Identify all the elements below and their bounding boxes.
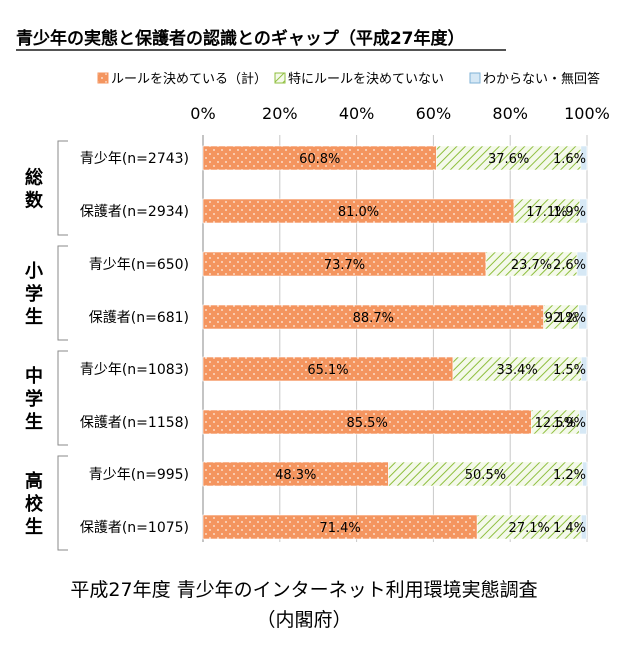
data-label-7-3: 1.2% [553, 468, 586, 483]
data-label-6-2: 12.5% [535, 416, 576, 431]
bar-segment-2-2 [513, 198, 581, 224]
source-caption-line-2: （内閣府） [256, 609, 351, 631]
legend-swatch-2 [274, 72, 286, 84]
bar-segment-4-3 [578, 304, 588, 330]
data-label-2-2: 17.1% [526, 205, 567, 220]
row-label-1: 青少年(n=2743) [80, 151, 189, 167]
legend-label-2: 特にルールを決めていない [288, 72, 444, 87]
data-label-3-2: 23.7% [511, 258, 552, 273]
row-label-3: 青少年(n=650) [89, 257, 189, 273]
bar-segment-3-2 [485, 251, 578, 277]
legend-label-1: ルールを決めている（計） [111, 71, 267, 87]
row-label-4: 保護者(n=681) [89, 310, 189, 326]
group-label-4: 高校生 [25, 470, 44, 538]
data-label-3-3: 2.6% [553, 258, 586, 273]
data-label-8-2: 27.1% [509, 521, 550, 536]
data-label-8-3: 1.4% [553, 521, 586, 536]
data-label-3-1: 73.7% [324, 258, 365, 273]
row-label-6: 保護者(n=1158) [80, 415, 189, 431]
data-label-6-3: 1.9% [553, 416, 586, 431]
x-tick-label-1: 0% [190, 104, 215, 123]
bar-segment-1-2 [436, 145, 582, 171]
x-tick-label-3: 40% [339, 104, 375, 123]
group-label-1: 総数 [25, 167, 44, 212]
x-tick-label-2: 20% [262, 104, 298, 123]
row-label-7: 青少年(n=995) [89, 467, 189, 483]
data-label-4-2: 9.1% [545, 311, 578, 326]
group-bracket-4 [57, 455, 68, 551]
x-tick-label-4: 60% [416, 104, 452, 123]
bar-segment-2-3 [579, 198, 588, 224]
data-label-1-3: 1.6% [553, 152, 586, 167]
bar-segment-5-3 [580, 356, 588, 382]
data-label-6-1: 85.5% [347, 416, 388, 431]
legend-swatch-3 [469, 72, 481, 84]
row-label-2: 保護者(n=2934) [80, 204, 189, 220]
group-bracket-1 [57, 140, 68, 236]
data-label-1-1: 60.8% [299, 152, 340, 167]
data-label-1-2: 37.6% [488, 152, 529, 167]
data-label-7-2: 50.5% [465, 468, 506, 483]
group-label-3: 中学生 [25, 365, 43, 433]
source-caption-line-1: 平成27年度 青少年のインターネット利用環境実態調査 [70, 579, 537, 601]
data-label-7-1: 48.3% [275, 468, 316, 483]
row-label-8: 保護者(n=1075) [80, 520, 189, 536]
bar-segment-5-2 [452, 356, 582, 382]
bar-segment-7-3 [582, 461, 588, 487]
data-label-8-1: 71.4% [319, 521, 360, 536]
x-axis-ticks: 0% 20% 40% 60% 80% 100% [190, 104, 610, 123]
bar-segment-7-1 [202, 461, 389, 487]
legend-label-3: わからない・無回答 [483, 71, 600, 87]
bar-segment-1-3 [580, 145, 588, 171]
chart-title: 青少年の実態と保護者の認識とのギャップ（平成27年度） [16, 28, 465, 49]
group-bracket-3 [57, 350, 68, 446]
data-label-4-3: 2.2% [553, 311, 586, 326]
data-label-2-3: 1.9% [553, 205, 586, 220]
group-bracket-2 [57, 245, 68, 341]
bar-segment-6-2 [531, 409, 580, 435]
bar-segment-3-3 [576, 251, 588, 277]
bar-segment-4-1 [202, 304, 544, 330]
data-label-5-2: 33.4% [496, 363, 537, 378]
legend-swatch-1 [97, 72, 109, 84]
bar-segment-8-1 [202, 514, 478, 540]
data-label-2-1: 81.0% [338, 205, 379, 220]
bar-segment-3-1 [202, 251, 487, 277]
bar-segment-8-2 [476, 514, 582, 540]
group-label-2: 小学生 [25, 261, 43, 328]
x-tick-label-6: 100% [564, 104, 610, 123]
bar-segment-8-3 [580, 514, 587, 540]
x-tick-label-5: 80% [492, 104, 528, 123]
data-label-5-3: 1.5% [553, 363, 586, 378]
bar-segment-1-1 [202, 145, 437, 171]
bar-segment-7-2 [388, 461, 583, 487]
data-label-5-1: 65.1% [307, 363, 348, 378]
legend: ルールを決めている（計） 特にルールを決めていない わからない・無回答 [97, 71, 600, 87]
bars: 青少年(n=2743) 60.8% 37.6% 1.6% 保護者(n=2934) 81.0… [80, 145, 588, 540]
bar-segment-4-2 [543, 304, 579, 330]
bar-segment-6-3 [579, 409, 587, 435]
data-label-4-1: 88.7% [353, 311, 394, 326]
bar-segment-6-1 [202, 409, 532, 435]
row-label-5: 青少年(n=1083) [80, 362, 189, 378]
